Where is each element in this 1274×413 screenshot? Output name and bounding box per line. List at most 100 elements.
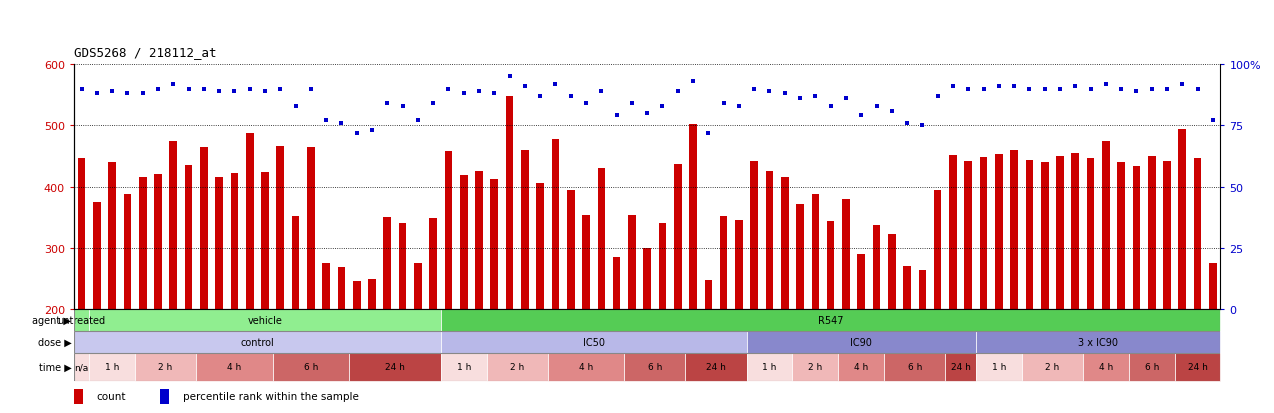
Text: 4 h: 4 h [1098, 363, 1113, 372]
Bar [1010, 150, 1018, 309]
Text: 1 h: 1 h [104, 363, 120, 372]
Bar [842, 199, 850, 309]
Bar [747, 353, 792, 381]
Bar [720, 216, 727, 309]
Bar [980, 158, 987, 309]
Bar [200, 148, 208, 309]
Bar [873, 225, 880, 309]
Bar [276, 147, 284, 309]
Text: 6 h: 6 h [303, 363, 318, 372]
Bar [1163, 162, 1171, 309]
Bar [292, 216, 299, 309]
Bar [934, 190, 941, 309]
Bar [598, 169, 605, 309]
Text: 24 h: 24 h [950, 363, 971, 372]
Text: vehicle: vehicle [247, 315, 283, 325]
Text: 24 h: 24 h [1187, 363, 1208, 372]
Text: 4 h: 4 h [227, 363, 242, 372]
Bar [74, 389, 83, 404]
Bar [74, 353, 89, 381]
Bar [949, 155, 957, 309]
Bar [261, 172, 269, 309]
Bar [945, 353, 976, 381]
Bar [93, 203, 101, 309]
Text: R547: R547 [818, 315, 843, 325]
Bar [246, 134, 254, 309]
Text: untreated: untreated [57, 315, 106, 325]
Bar [1041, 163, 1049, 309]
Text: 1 h: 1 h [991, 363, 1006, 372]
Text: 3 x IC90: 3 x IC90 [1078, 337, 1119, 347]
Bar [441, 353, 487, 381]
Bar [995, 154, 1003, 309]
Text: percentile rank within the sample: percentile rank within the sample [183, 391, 359, 401]
Bar [976, 353, 1022, 381]
Text: 2 h: 2 h [510, 363, 525, 372]
Text: 1 h: 1 h [762, 363, 777, 372]
Bar [766, 172, 773, 309]
Text: 24 h: 24 h [385, 363, 405, 372]
Bar [812, 195, 819, 309]
Bar [705, 280, 712, 309]
Bar [1175, 353, 1220, 381]
Bar [441, 309, 1220, 331]
Bar [628, 215, 636, 309]
Text: 4 h: 4 h [578, 363, 594, 372]
Bar [429, 218, 437, 309]
Text: 4 h: 4 h [854, 363, 869, 372]
Text: IC90: IC90 [850, 337, 873, 347]
Bar [685, 353, 747, 381]
Bar [1083, 353, 1129, 381]
Bar [884, 353, 945, 381]
Bar [135, 353, 196, 381]
Text: 2 h: 2 h [158, 363, 173, 372]
Bar [735, 221, 743, 309]
Bar [976, 331, 1220, 353]
Bar [521, 150, 529, 309]
Bar [613, 257, 620, 309]
Bar [506, 97, 513, 309]
Bar [445, 152, 452, 309]
Bar [1148, 157, 1156, 309]
Bar [1022, 353, 1083, 381]
Bar [322, 263, 330, 309]
Bar [169, 142, 177, 309]
Bar [792, 353, 838, 381]
Bar [89, 353, 135, 381]
Bar [536, 184, 544, 309]
Text: count: count [97, 391, 126, 401]
Bar [139, 177, 147, 309]
Bar [185, 166, 192, 309]
Bar [368, 279, 376, 309]
Bar [231, 173, 238, 309]
Bar [1194, 158, 1201, 309]
Bar [1026, 160, 1033, 309]
Bar [919, 270, 926, 309]
Bar [643, 249, 651, 309]
Text: 24 h: 24 h [706, 363, 726, 372]
Text: 6 h: 6 h [1144, 363, 1159, 372]
Bar [827, 221, 834, 309]
Bar [857, 255, 865, 309]
Bar [353, 281, 361, 309]
Bar [74, 331, 441, 353]
Text: control: control [241, 337, 274, 347]
Bar [414, 263, 422, 309]
Bar [548, 353, 624, 381]
Bar [1209, 263, 1217, 309]
Bar [383, 217, 391, 309]
Bar [490, 179, 498, 309]
Bar [1056, 157, 1064, 309]
Bar [796, 204, 804, 309]
Bar [441, 331, 747, 353]
Bar [689, 125, 697, 309]
Text: 1 h: 1 h [456, 363, 471, 372]
Bar [338, 268, 345, 309]
Bar [747, 331, 976, 353]
Bar [89, 309, 441, 331]
Bar [674, 165, 682, 309]
Text: 6 h: 6 h [647, 363, 662, 372]
Bar [1129, 353, 1175, 381]
Bar [1133, 166, 1140, 309]
Bar [750, 162, 758, 309]
